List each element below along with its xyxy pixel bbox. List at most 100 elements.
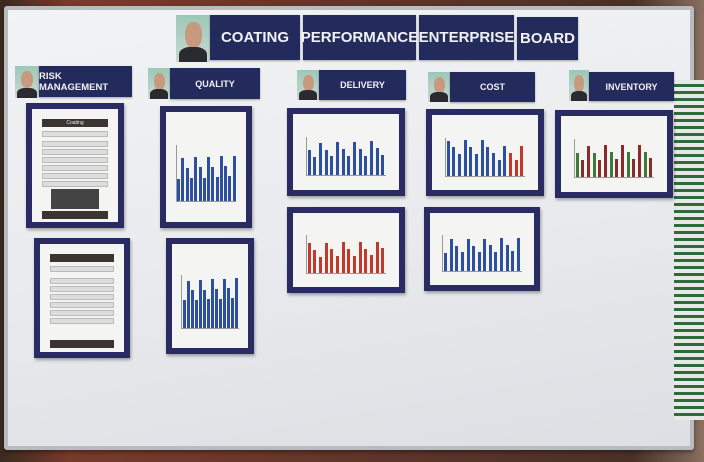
chart-bar xyxy=(347,156,351,176)
chart-bar xyxy=(202,289,206,329)
chart-bar xyxy=(491,153,495,176)
chart-bar xyxy=(198,279,202,329)
chart-bar xyxy=(575,153,579,178)
chart-bar xyxy=(511,251,515,272)
chart-bar xyxy=(207,299,210,329)
chart-bar xyxy=(185,168,189,202)
chart-bar xyxy=(466,238,470,272)
chart-bar xyxy=(313,249,317,273)
mini-chart xyxy=(444,137,526,177)
chart-bar xyxy=(235,278,239,329)
chart-bar xyxy=(318,142,322,176)
chart-bar xyxy=(503,146,507,176)
section-photo xyxy=(428,72,450,102)
chart-bar xyxy=(592,152,596,178)
chart-bar xyxy=(500,238,503,272)
chart-bar xyxy=(449,239,453,272)
chart-bar xyxy=(207,156,211,202)
chart-bar xyxy=(649,158,653,178)
chart-bar xyxy=(231,298,235,329)
cost-chart-sheet-2 xyxy=(424,207,540,291)
chart-bar xyxy=(514,159,518,176)
section-photo xyxy=(15,66,39,98)
chart-bar xyxy=(364,155,368,176)
title-word: COATING xyxy=(210,15,300,60)
section-header-inventory: INVENTORY xyxy=(589,72,674,101)
chart-bar xyxy=(615,159,619,178)
section-header-quality: QUALITY xyxy=(170,68,260,99)
chart-bar xyxy=(480,139,484,176)
chart-bar xyxy=(488,245,492,272)
chart-bar xyxy=(375,241,379,273)
photo-thumbnail xyxy=(50,189,100,209)
chart-bar xyxy=(486,146,490,176)
chart-bar xyxy=(341,149,345,176)
chart-bar xyxy=(463,140,467,176)
chart-bar xyxy=(497,160,501,176)
chart-bar xyxy=(626,151,630,178)
chart-bar xyxy=(215,177,219,202)
title-word: ENTERPRISE xyxy=(419,15,514,60)
section-header-risk: RISK MANAGEMENT xyxy=(39,66,132,97)
chart-bar xyxy=(505,244,509,272)
chart-bar xyxy=(446,140,450,176)
chart-bar xyxy=(609,152,613,178)
chart-bar xyxy=(219,298,223,329)
chart-bar xyxy=(198,167,202,202)
section-header-delivery: DELIVERY xyxy=(319,70,406,100)
chart-bar xyxy=(177,178,181,202)
chart-bar xyxy=(598,159,602,178)
chart-bar xyxy=(494,251,498,272)
chart-bar xyxy=(364,248,368,273)
chart-bar xyxy=(381,155,385,176)
section-photo xyxy=(297,70,319,100)
chart-bar xyxy=(215,289,219,329)
cost-chart-sheet-1 xyxy=(426,109,544,196)
title-word: PERFORMANCE xyxy=(301,15,418,60)
chart-bar xyxy=(352,141,356,176)
delivery-chart-sheet-1 xyxy=(287,108,405,196)
quality-chart-sheet-1 xyxy=(160,106,252,228)
chart-bar xyxy=(603,145,607,178)
chart-bar xyxy=(190,290,194,329)
risk-sheet-2 xyxy=(34,238,130,358)
chart-bar xyxy=(370,255,374,273)
mini-chart xyxy=(305,136,387,177)
chart-bar xyxy=(370,141,374,176)
chart-bar xyxy=(358,241,362,273)
chart-bar xyxy=(181,157,185,202)
chart-bar xyxy=(227,288,231,329)
chart-bar xyxy=(358,148,362,176)
chart-bar xyxy=(219,156,223,202)
chart-bar xyxy=(318,256,322,273)
chart-bar xyxy=(347,249,351,273)
risk-sheet-title: Coating xyxy=(42,119,108,127)
delivery-chart-sheet-2 xyxy=(287,207,405,293)
chart-bar xyxy=(324,242,328,273)
chart-bar xyxy=(483,238,487,272)
chart-bar xyxy=(509,153,513,176)
manager-photo xyxy=(176,15,210,62)
chart-bar xyxy=(469,147,473,176)
mini-chart xyxy=(175,145,237,203)
chart-bar xyxy=(182,300,186,329)
chart-bar xyxy=(228,176,232,202)
chart-bar xyxy=(232,155,236,202)
chart-bar xyxy=(452,147,456,176)
chart-bar xyxy=(632,158,636,178)
chart-bar xyxy=(620,144,624,178)
title-word: BOARD xyxy=(517,17,578,60)
chart-bar xyxy=(516,237,520,272)
chart-bar xyxy=(643,151,647,178)
chart-bar xyxy=(186,280,190,329)
mini-chart xyxy=(573,138,655,179)
inventory-chart-sheet xyxy=(555,110,673,198)
section-photo xyxy=(148,68,170,99)
chart-bar xyxy=(335,256,339,273)
chart-bar xyxy=(313,156,317,176)
chart-bar xyxy=(381,248,385,273)
chart-bar xyxy=(223,278,227,329)
chart-bar xyxy=(190,178,193,202)
section-header-cost: COST xyxy=(450,72,535,102)
chart-bar xyxy=(224,166,228,202)
